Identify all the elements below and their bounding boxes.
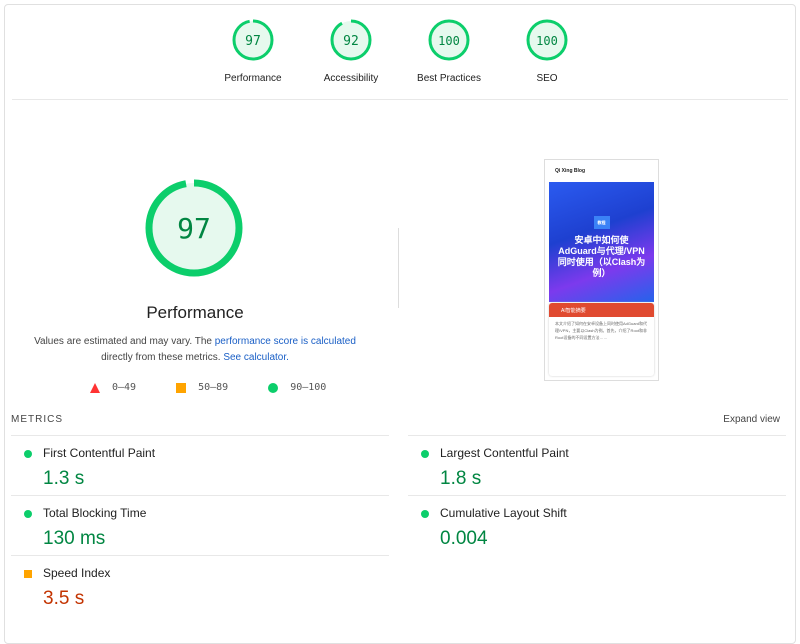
performance-score-gauge: 97: [145, 179, 243, 277]
circle-icon: [421, 450, 429, 458]
metric-name: Speed Index: [43, 566, 111, 580]
score-calculated-link[interactable]: performance score is calculated: [214, 336, 356, 347]
performance-title: Performance: [146, 303, 244, 322]
metric-value: 1.8 s: [440, 468, 482, 489]
gauge-label: Accessibility: [323, 73, 379, 84]
thumb-site-name: Qi Xing Blog: [555, 168, 585, 174]
svg-text:97: 97: [245, 34, 261, 49]
thumb-summary-card: AI智能摘要 本文介绍了如何在安卓设备上同时使用AdGuard和代理/VPN，主要…: [549, 303, 654, 376]
category-gauges: 97 Performance 92 Accessibility 100 Best Pr…: [0, 18, 800, 84]
svg-text:92: 92: [343, 34, 359, 49]
gauge-label: Performance: [224, 73, 282, 84]
page-screenshot-thumbnail[interactable]: Qi Xing Blog 教程 安卓中如何使AdGuard与代理/VPN同时使用（…: [544, 159, 659, 381]
score-gauge: 100: [428, 19, 470, 61]
svg-text:97: 97: [177, 212, 211, 245]
circle-icon: [268, 382, 279, 393]
circle-icon: [421, 510, 429, 518]
metric-item: Cumulative Layout Shift 0.004: [408, 495, 786, 555]
triangle-icon: [90, 382, 100, 393]
circle-icon: [24, 450, 32, 458]
gauge-seo[interactable]: 100 SEO: [509, 18, 585, 84]
score-gauge: 97: [232, 19, 274, 61]
score-gauge: 92: [330, 19, 372, 61]
metric-value: 1.3 s: [43, 468, 85, 489]
metric-value: 130 ms: [43, 528, 106, 549]
metric-name: Total Blocking Time: [43, 506, 147, 520]
gauge-label: SEO: [536, 73, 558, 84]
square-icon: [176, 382, 187, 393]
metric-name: Largest Contentful Paint: [440, 446, 569, 460]
divider: [398, 228, 399, 308]
see-calculator-link[interactable]: See calculator.: [223, 352, 289, 363]
metric-item: Speed Index 3.5 s: [11, 555, 389, 615]
svg-text:100: 100: [536, 34, 558, 48]
divider: [12, 99, 788, 100]
circle-icon: [24, 510, 32, 518]
score-description: Values are estimated and may vary. The p…: [34, 336, 356, 363]
score-legend: 0–49 50–89 90–100: [90, 382, 326, 393]
expand-view-toggle[interactable]: Expand view: [723, 414, 780, 425]
metrics-list: First Contentful Paint 1.3 s Largest Conte…: [11, 435, 786, 615]
square-icon: [24, 570, 32, 578]
metric-name: First Contentful Paint: [43, 446, 156, 460]
metrics-heading: METRICS: [11, 414, 63, 425]
gauge-accessibility[interactable]: 92 Accessibility: [313, 18, 389, 84]
metric-item: Total Blocking Time 130 ms: [11, 495, 389, 555]
metric-item: Largest Contentful Paint 1.8 s: [408, 435, 786, 495]
score-gauge: 100: [526, 19, 568, 61]
svg-text:100: 100: [438, 34, 460, 48]
gauge-performance[interactable]: 97 Performance: [215, 18, 291, 84]
gauge-best-practices[interactable]: 100 Best Practices: [411, 18, 487, 84]
thumb-hero: 教程 安卓中如何使AdGuard与代理/VPN同时使用（以Clash为例）: [549, 182, 654, 302]
metric-name: Cumulative Layout Shift: [440, 506, 567, 520]
metric-value: 0.004: [440, 528, 488, 549]
metric-item: First Contentful Paint 1.3 s: [11, 435, 389, 495]
gauge-label: Best Practices: [417, 73, 481, 84]
metric-value: 3.5 s: [43, 588, 85, 609]
